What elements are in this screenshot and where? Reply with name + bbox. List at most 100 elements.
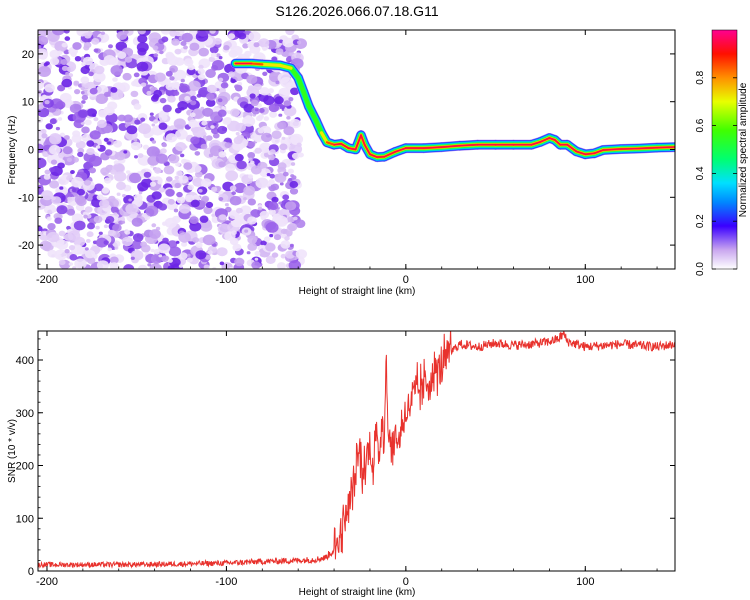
noise-blob xyxy=(150,176,156,181)
noise-blob xyxy=(213,122,217,126)
noise-blob xyxy=(282,194,290,200)
noise-blob xyxy=(66,208,76,216)
noise-blob xyxy=(209,46,219,54)
noise-blob xyxy=(62,146,73,155)
noise-blob xyxy=(116,31,128,40)
noise-blob xyxy=(38,93,41,98)
noise-blob xyxy=(103,224,108,229)
noise-blob xyxy=(153,119,159,124)
x-tick-label: -100 xyxy=(215,274,237,286)
noise-blob xyxy=(56,205,68,215)
noise-blob xyxy=(38,66,51,77)
noise-blob xyxy=(227,120,241,132)
noise-blob xyxy=(71,188,77,193)
noise-blob xyxy=(211,186,218,192)
noise-blob xyxy=(91,113,97,117)
noise-blob xyxy=(175,129,188,140)
noise-blob xyxy=(64,233,74,241)
noise-blob xyxy=(174,48,182,55)
noise-blob xyxy=(103,55,116,65)
noise-blob xyxy=(94,183,104,192)
noise-blob xyxy=(263,116,270,121)
noise-blob xyxy=(137,182,149,192)
noise-blob xyxy=(77,246,87,255)
noise-blob xyxy=(223,45,230,51)
noise-blob xyxy=(195,171,203,178)
noise-blob xyxy=(128,198,132,202)
noise-blob xyxy=(213,37,222,45)
ridge-segment xyxy=(360,134,366,146)
noise-blob xyxy=(131,80,138,87)
noise-blob xyxy=(104,177,112,184)
y-tick-label: -20 xyxy=(18,240,34,252)
noise-blob xyxy=(184,194,195,203)
noise-blob xyxy=(137,34,148,44)
noise-blob xyxy=(229,195,242,206)
noise-blob xyxy=(162,104,172,113)
ridge-segment xyxy=(333,143,342,146)
noise-blob xyxy=(41,190,54,201)
noise-blob xyxy=(196,93,202,98)
noise-blob xyxy=(38,51,48,60)
noise-blob xyxy=(174,175,180,180)
noise-blob xyxy=(83,214,88,219)
noise-blob xyxy=(89,155,102,167)
noise-blob xyxy=(38,157,47,169)
figure-title: S126.2026.066.07.18.G11 xyxy=(275,3,438,19)
noise-blob xyxy=(217,98,223,103)
noise-blob xyxy=(112,223,122,232)
noise-blob xyxy=(213,132,220,139)
x-tick-label: 0 xyxy=(403,576,409,588)
noise-blob xyxy=(202,107,214,117)
ridge-segment xyxy=(530,141,542,146)
noise-blob xyxy=(268,201,279,211)
noise-blob xyxy=(74,258,87,269)
noise-blob xyxy=(173,90,180,96)
noise-blob xyxy=(126,170,131,174)
noise-blob xyxy=(190,199,200,208)
noise-blob xyxy=(96,260,109,269)
noise-blob xyxy=(148,32,162,43)
noise-blob xyxy=(49,134,62,145)
noise-blob xyxy=(180,78,185,83)
noise-blob xyxy=(97,119,107,128)
noise-blob xyxy=(271,196,279,203)
noise-blob xyxy=(277,72,291,84)
noise-blob xyxy=(80,76,90,84)
noise-blob xyxy=(206,84,217,94)
noise-blob xyxy=(277,121,287,130)
noise-blob xyxy=(175,142,187,152)
noise-blob xyxy=(242,43,249,49)
ridge-segment xyxy=(369,153,378,158)
noise-blob xyxy=(258,114,264,119)
noise-blob xyxy=(140,241,148,248)
noise-blob xyxy=(93,48,99,53)
noise-blob xyxy=(108,195,116,202)
noise-blob xyxy=(271,130,282,139)
noise-blob xyxy=(134,119,141,125)
ridge-segment xyxy=(441,145,461,148)
noise-blob xyxy=(280,228,288,234)
noise-blob xyxy=(297,40,302,45)
ridge-segment xyxy=(301,89,312,109)
noise-blob xyxy=(59,186,64,190)
noise-blob xyxy=(152,93,160,100)
noise-blob xyxy=(112,163,125,174)
noise-blob xyxy=(258,93,269,102)
noise-blob xyxy=(289,225,296,232)
noise-blob xyxy=(210,125,215,129)
noise-blob xyxy=(98,231,103,235)
noise-blob xyxy=(154,167,162,174)
noise-blob xyxy=(89,87,98,95)
noise-blob xyxy=(130,141,142,151)
noise-blob xyxy=(93,71,106,83)
noise-blob xyxy=(140,117,146,122)
noise-blob xyxy=(93,117,99,122)
x-tick-label: -200 xyxy=(36,274,58,286)
ridge-segment xyxy=(423,146,443,149)
noise-blob xyxy=(280,240,291,249)
noise-blob xyxy=(285,201,297,211)
noise-blob xyxy=(195,242,203,248)
noise-blob xyxy=(133,194,143,202)
ridge-segment xyxy=(354,134,362,151)
